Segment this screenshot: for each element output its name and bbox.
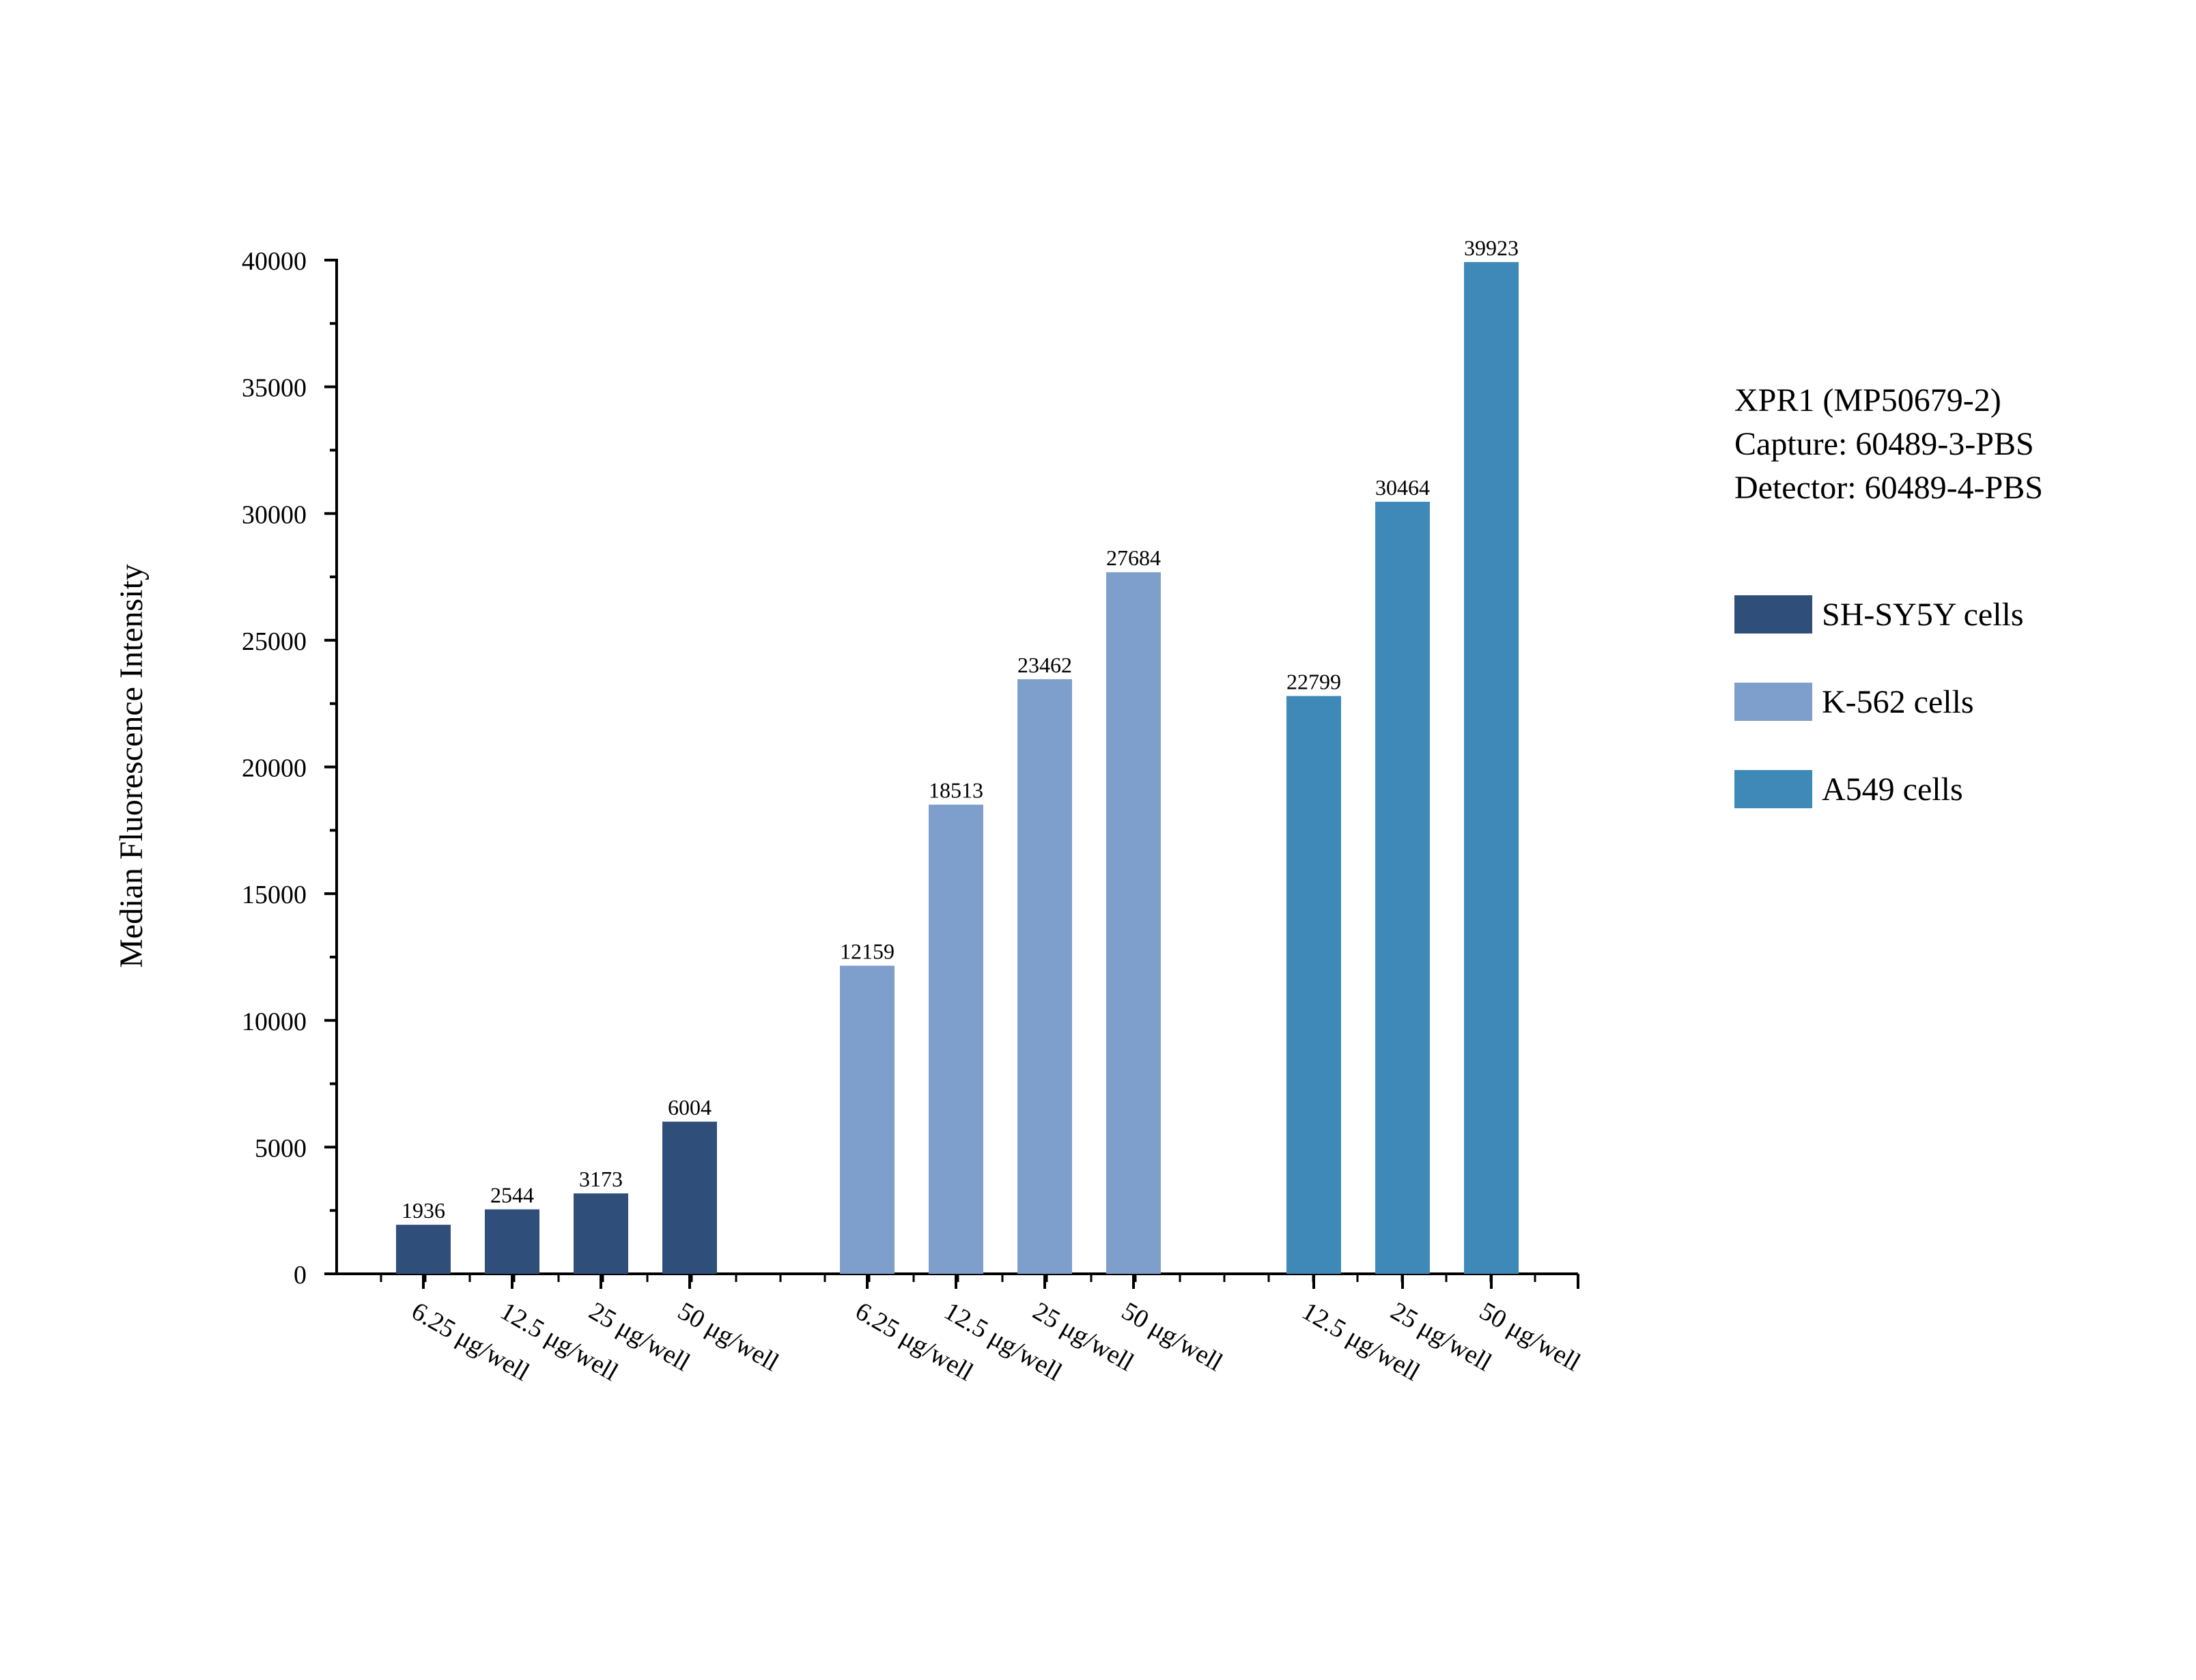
legend-item-k-562: K-562 cells	[1734, 680, 2024, 724]
bar	[1464, 261, 1519, 1274]
legend-label: A549 cells	[1822, 771, 1963, 808]
bar-value-label: 6004	[668, 1095, 712, 1120]
legend-item-a549: A549 cells	[1734, 767, 2024, 811]
bar-value-label: 22799	[1286, 670, 1341, 694]
y-axis-label: Median Fluorescence Intensity	[113, 564, 150, 968]
x-tick-label: 50 μg/well	[673, 1296, 784, 1377]
legend-swatch	[1734, 683, 1812, 721]
bar	[1017, 679, 1072, 1274]
bar	[1286, 696, 1341, 1274]
bar-value-label: 3173	[579, 1167, 623, 1191]
y-tick-label: 40000	[242, 247, 307, 276]
x-tick-label: 50 μg/well	[1475, 1296, 1586, 1377]
y-tick-label: 15000	[242, 881, 307, 909]
annotation-line-target: XPR1 (MP50679-2)	[1734, 382, 2001, 418]
y-axis: 0 5000 10000 15000 20000 25000 30000 35000 40000	[242, 247, 338, 1290]
legend-swatch	[1734, 595, 1812, 633]
bar-value-label: 23462	[1017, 653, 1072, 677]
y-tick-label: 20000	[242, 754, 307, 783]
y-tick-label: 10000	[242, 1008, 307, 1036]
y-tick-label: 25000	[242, 627, 307, 656]
bar-value-label: 2544	[490, 1183, 534, 1208]
legend-item-sh-sy5y: SH-SY5Y cells	[1734, 593, 2024, 636]
bar	[929, 804, 983, 1274]
bar-value-label: 39923	[1464, 236, 1519, 260]
x-tick-label: 50 μg/well	[1117, 1296, 1228, 1377]
y-tick-label: 35000	[242, 374, 307, 403]
bar	[396, 1225, 451, 1274]
y-tick-label: 0	[294, 1261, 307, 1290]
bar-value-label: 12159	[840, 939, 895, 964]
bar-value-label: 27684	[1106, 545, 1161, 570]
bar	[1106, 572, 1161, 1275]
bar-value-label: 1936	[402, 1198, 445, 1223]
y-tick-label: 5000	[255, 1134, 307, 1163]
legend-swatch	[1734, 770, 1812, 808]
bars: 1936 2544 3173 6004 12159 18513 23462 27684 2279…	[396, 236, 1519, 1275]
y-tick-label: 30000	[242, 500, 307, 529]
bar	[574, 1193, 628, 1274]
bar	[662, 1122, 717, 1274]
legend-label: K-562 cells	[1822, 683, 1974, 720]
chart-annotation: XPR1 (MP50679-2) Capture: 60489-3-PBS De…	[1734, 379, 2043, 510]
bar	[840, 965, 895, 1274]
annotation-line-detector: Detector: 60489-4-PBS	[1734, 470, 2043, 506]
legend: SH-SY5Y cells K-562 cells A549 cells	[1734, 593, 2024, 855]
bar	[485, 1209, 539, 1274]
legend-label: SH-SY5Y cells	[1822, 596, 2024, 633]
bar-value-label: 18513	[929, 778, 983, 803]
bar-value-label: 30464	[1375, 475, 1430, 500]
annotation-line-capture: Capture: 60489-3-PBS	[1734, 426, 2034, 462]
bar	[1375, 502, 1430, 1275]
